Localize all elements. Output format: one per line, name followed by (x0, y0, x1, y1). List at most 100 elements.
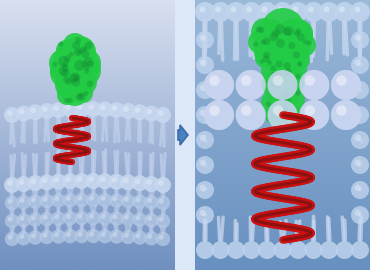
Circle shape (351, 181, 369, 199)
Circle shape (85, 101, 101, 117)
Circle shape (277, 34, 309, 66)
Circle shape (267, 79, 299, 111)
Circle shape (306, 40, 312, 46)
Circle shape (287, 20, 313, 46)
FancyBboxPatch shape (175, 0, 195, 270)
Circle shape (19, 179, 24, 185)
Circle shape (121, 212, 135, 226)
Circle shape (5, 196, 19, 210)
Circle shape (204, 70, 234, 100)
Circle shape (299, 70, 329, 100)
Circle shape (108, 174, 125, 190)
Circle shape (112, 196, 117, 201)
Circle shape (196, 131, 214, 149)
Circle shape (199, 35, 206, 41)
Circle shape (108, 102, 125, 118)
Circle shape (199, 85, 206, 91)
Circle shape (277, 18, 313, 54)
Circle shape (236, 70, 266, 100)
Circle shape (199, 60, 206, 66)
Circle shape (28, 194, 43, 209)
Circle shape (63, 193, 77, 207)
Circle shape (196, 156, 214, 174)
Circle shape (112, 105, 117, 111)
Circle shape (76, 94, 83, 101)
Circle shape (77, 104, 83, 110)
Circle shape (297, 63, 302, 67)
Circle shape (323, 6, 330, 12)
Circle shape (8, 217, 13, 222)
Circle shape (98, 229, 112, 243)
Circle shape (351, 56, 369, 74)
Circle shape (77, 232, 83, 237)
Circle shape (5, 232, 19, 246)
Circle shape (158, 110, 164, 116)
Circle shape (77, 214, 83, 219)
Circle shape (273, 241, 292, 259)
Circle shape (72, 78, 80, 87)
Circle shape (51, 229, 65, 244)
Circle shape (354, 185, 361, 191)
Circle shape (75, 37, 81, 43)
Circle shape (147, 234, 152, 239)
Circle shape (263, 55, 270, 62)
Circle shape (282, 90, 289, 97)
Circle shape (73, 49, 101, 77)
Circle shape (73, 83, 93, 103)
Circle shape (58, 42, 64, 47)
Circle shape (65, 104, 71, 110)
Circle shape (241, 105, 252, 116)
Circle shape (7, 180, 13, 186)
Circle shape (305, 241, 323, 259)
Circle shape (97, 102, 113, 117)
Circle shape (61, 69, 70, 77)
Circle shape (40, 194, 54, 208)
Circle shape (265, 105, 285, 125)
Circle shape (77, 49, 82, 54)
Circle shape (269, 82, 275, 88)
Circle shape (351, 106, 369, 124)
Circle shape (275, 73, 282, 80)
Circle shape (63, 229, 77, 243)
Circle shape (241, 75, 252, 86)
Circle shape (290, 50, 310, 70)
Circle shape (242, 2, 262, 22)
Circle shape (42, 178, 48, 183)
Circle shape (272, 2, 293, 22)
Circle shape (28, 212, 43, 227)
Circle shape (253, 42, 258, 47)
Circle shape (196, 31, 214, 49)
Circle shape (289, 241, 307, 259)
Circle shape (58, 56, 69, 67)
Circle shape (268, 63, 298, 93)
Circle shape (132, 212, 147, 227)
Circle shape (199, 110, 206, 116)
Circle shape (272, 111, 294, 133)
Circle shape (144, 106, 159, 122)
Circle shape (236, 70, 266, 100)
Circle shape (121, 230, 135, 244)
Circle shape (78, 93, 83, 98)
Circle shape (196, 206, 214, 224)
Circle shape (144, 195, 159, 210)
Circle shape (65, 78, 72, 85)
Circle shape (62, 102, 78, 117)
Circle shape (81, 61, 88, 68)
Circle shape (19, 109, 24, 114)
Circle shape (268, 70, 297, 100)
Circle shape (336, 105, 347, 116)
Circle shape (204, 100, 234, 130)
Circle shape (57, 85, 77, 105)
Circle shape (354, 135, 361, 141)
Circle shape (147, 109, 152, 114)
Circle shape (132, 230, 147, 245)
Circle shape (39, 103, 55, 119)
Circle shape (199, 160, 206, 166)
Circle shape (110, 193, 124, 208)
Circle shape (66, 214, 71, 219)
Circle shape (7, 110, 13, 116)
Circle shape (196, 241, 214, 259)
Circle shape (83, 91, 88, 96)
Circle shape (79, 47, 85, 53)
Circle shape (209, 75, 220, 86)
